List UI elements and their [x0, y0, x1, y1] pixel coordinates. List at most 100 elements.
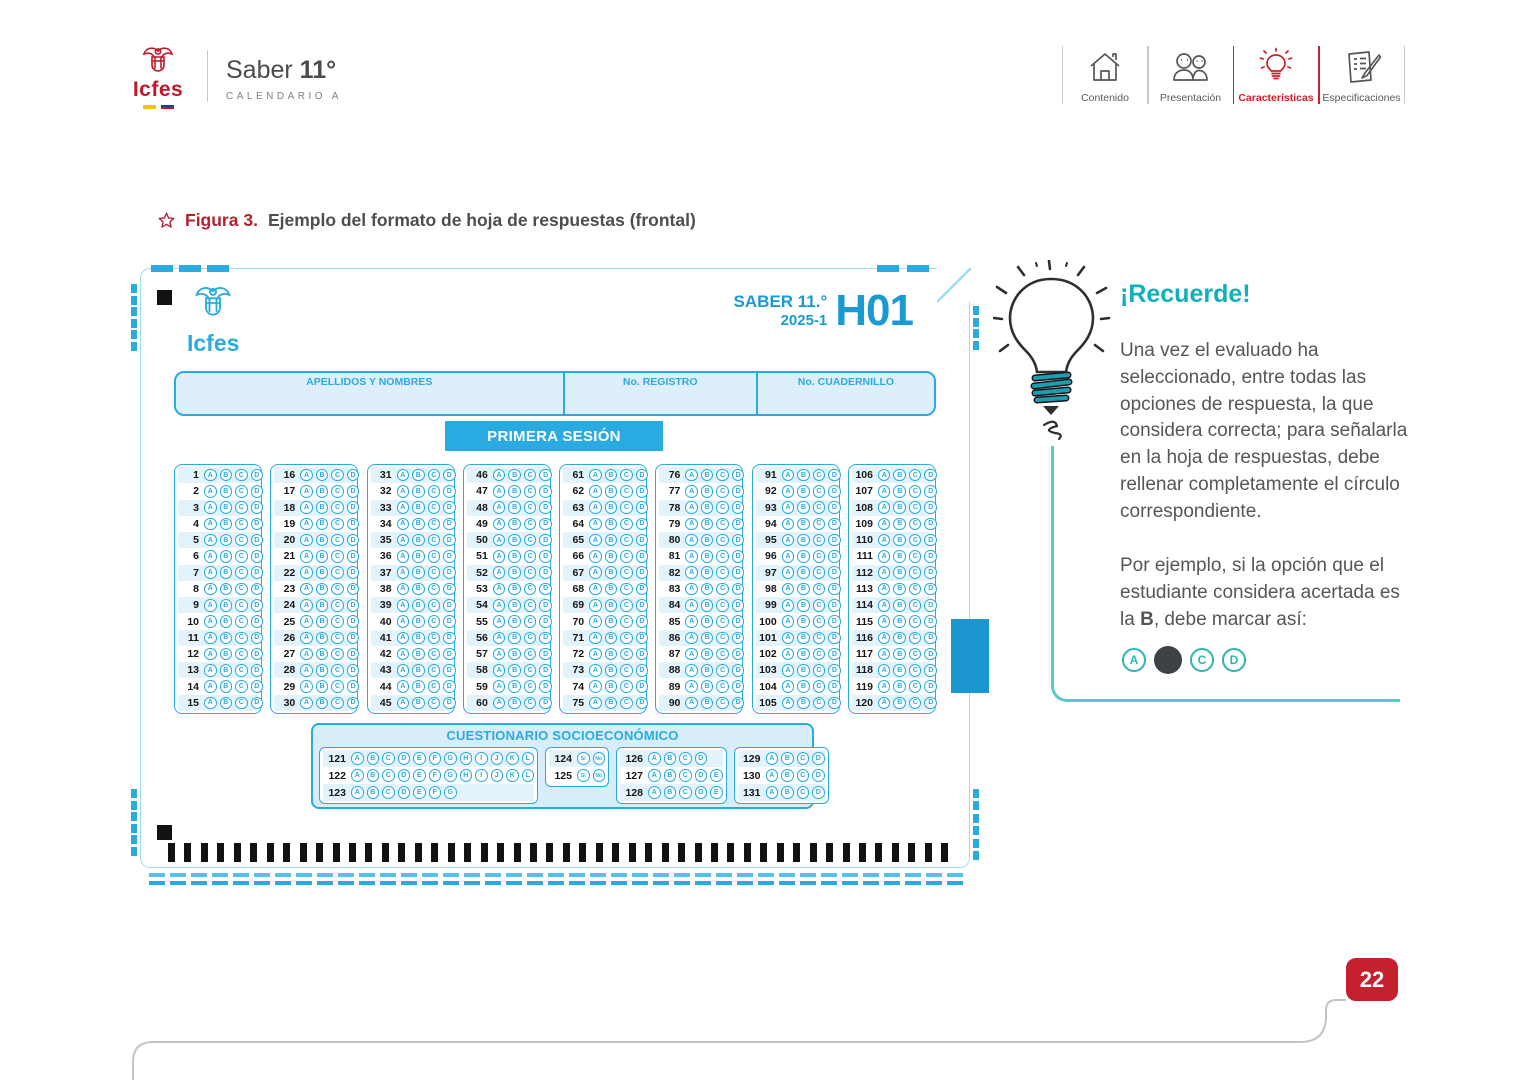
answer-bubble-B[interactable]: B: [412, 631, 425, 645]
answer-bubble-C[interactable]: C: [427, 485, 441, 498]
answer-bubble-A[interactable]: A: [685, 566, 698, 579]
answer-bubble-A[interactable]: A: [685, 485, 698, 498]
nav-item-especificaciones[interactable]: Especificaciones: [1320, 46, 1404, 104]
answer-bubble-D[interactable]: D: [250, 664, 263, 677]
answer-bubble-D[interactable]: D: [812, 769, 825, 782]
answer-bubble-A[interactable]: A: [589, 533, 602, 547]
answer-bubble-B[interactable]: B: [315, 566, 329, 579]
answer-bubble-D[interactable]: D: [924, 647, 937, 661]
answer-bubble-D[interactable]: D: [443, 533, 456, 547]
answer-bubble-A[interactable]: A: [396, 533, 410, 547]
answer-bubble-A[interactable]: A: [877, 550, 891, 563]
answer-bubble-D[interactable]: D: [731, 468, 745, 482]
answer-bubble-A[interactable]: A: [685, 599, 698, 612]
answer-bubble-B[interactable]: B: [366, 769, 379, 782]
answer-bubble-C[interactable]: C: [908, 599, 922, 612]
answer-bubble-A[interactable]: A: [589, 501, 602, 514]
answer-bubble-B[interactable]: B: [508, 550, 521, 563]
answer-bubble-C[interactable]: C: [716, 599, 729, 612]
answer-bubble-D[interactable]: D: [635, 468, 649, 482]
answer-bubble-B[interactable]: B: [604, 533, 618, 547]
answer-bubble-B[interactable]: B: [219, 533, 232, 547]
answer-bubble-A[interactable]: A: [877, 647, 891, 661]
answer-bubble-D[interactable]: D: [346, 566, 360, 579]
answer-bubble-A[interactable]: A: [781, 599, 795, 612]
answer-bubble-D[interactable]: D: [443, 501, 456, 514]
answer-bubble-D[interactable]: D: [828, 566, 841, 579]
answer-bubble-B[interactable]: B: [412, 485, 425, 498]
answer-bubble-C[interactable]: C: [716, 501, 729, 514]
answer-bubble-C[interactable]: C: [331, 485, 344, 498]
answer-bubble-C[interactable]: C: [523, 533, 537, 547]
answer-bubble-B[interactable]: B: [412, 680, 425, 693]
answer-bubble-A[interactable]: A: [781, 533, 795, 547]
answer-bubble-C[interactable]: C: [235, 468, 248, 482]
answer-bubble-A[interactable]: A: [685, 533, 698, 547]
answer-bubble-A[interactable]: A: [204, 501, 217, 514]
answer-bubble-B[interactable]: B: [315, 696, 329, 710]
answer-bubble-C[interactable]: C: [523, 501, 537, 514]
answer-bubble-B[interactable]: B: [700, 599, 714, 612]
answer-bubble-C[interactable]: C: [908, 680, 922, 693]
answer-bubble-B[interactable]: B: [797, 517, 810, 531]
answer-bubble-A[interactable]: A: [300, 680, 313, 693]
answer-bubble-C[interactable]: C: [620, 485, 633, 498]
answer-bubble-A[interactable]: A: [396, 485, 410, 498]
answer-bubble-A[interactable]: A: [877, 599, 891, 612]
answer-bubble-D[interactable]: D: [635, 501, 649, 514]
answer-bubble-D[interactable]: D: [635, 485, 649, 498]
answer-bubble-B[interactable]: B: [797, 615, 810, 628]
answer-bubble-A[interactable]: A: [781, 485, 795, 498]
answer-bubble-B[interactable]: B: [508, 615, 521, 628]
answer-bubble-A[interactable]: A: [204, 664, 217, 677]
answer-bubble-B[interactable]: B: [893, 599, 906, 612]
answer-bubble-B[interactable]: B: [700, 517, 714, 531]
answer-bubble-B[interactable]: B: [604, 631, 618, 645]
answer-bubble-A[interactable]: A: [300, 501, 313, 514]
answer-bubble-G[interactable]: G: [444, 786, 457, 799]
answer-bubble-C[interactable]: C: [620, 533, 633, 547]
answer-bubble-A[interactable]: A: [492, 582, 506, 596]
answer-bubble-C[interactable]: C: [427, 696, 441, 710]
answer-bubble-No[interactable]: No: [592, 752, 605, 765]
answer-bubble-B[interactable]: B: [700, 631, 714, 645]
answer-bubble-E[interactable]: E: [413, 786, 426, 799]
answer-bubble-C[interactable]: C: [620, 615, 633, 628]
answer-bubble-B[interactable]: B: [893, 631, 906, 645]
answer-bubble-B[interactable]: B: [604, 501, 618, 514]
answer-bubble-C[interactable]: C: [427, 468, 441, 482]
answer-bubble-D[interactable]: D: [828, 533, 841, 547]
answer-bubble-B[interactable]: B: [315, 485, 329, 498]
answer-bubble-B[interactable]: B: [412, 599, 425, 612]
answer-bubble-C[interactable]: C: [620, 468, 633, 482]
answer-bubble-A[interactable]: A: [396, 615, 410, 628]
answer-bubble-B[interactable]: B: [663, 786, 676, 799]
answer-bubble-A[interactable]: A: [765, 786, 778, 799]
answer-bubble-D[interactable]: D: [828, 485, 841, 498]
answer-bubble-C[interactable]: C: [235, 599, 248, 612]
answer-bubble-D[interactable]: D: [250, 582, 263, 596]
answer-bubble-B[interactable]: B: [315, 582, 329, 596]
answer-bubble-A[interactable]: A: [351, 752, 364, 765]
answer-bubble-B[interactable]: B: [219, 696, 232, 710]
answer-bubble-D[interactable]: D: [250, 485, 263, 498]
answer-bubble-K[interactable]: K: [506, 752, 519, 765]
answer-bubble-A[interactable]: A: [685, 501, 698, 514]
answer-bubble-A[interactable]: A: [204, 680, 217, 693]
answer-bubble-C[interactable]: C: [235, 647, 248, 661]
answer-bubble-C[interactable]: C: [331, 517, 344, 531]
answer-bubble-A[interactable]: A: [351, 769, 364, 782]
answer-bubble-B[interactable]: B: [412, 533, 425, 547]
answer-bubble-A[interactable]: A: [589, 631, 602, 645]
answer-bubble-C[interactable]: C: [235, 680, 248, 693]
answer-bubble-C[interactable]: C: [908, 631, 922, 645]
answer-bubble-C[interactable]: C: [235, 696, 248, 710]
answer-bubble-B[interactable]: B: [315, 615, 329, 628]
answer-bubble-A[interactable]: A: [589, 615, 602, 628]
answer-bubble-D[interactable]: D: [250, 550, 263, 563]
answer-bubble-D[interactable]: D: [539, 599, 552, 612]
answer-bubble-B[interactable]: B: [315, 631, 329, 645]
answer-bubble-D[interactable]: D: [443, 631, 456, 645]
answer-bubble-B[interactable]: B: [797, 501, 810, 514]
answer-bubble-D[interactable]: D: [828, 631, 841, 645]
